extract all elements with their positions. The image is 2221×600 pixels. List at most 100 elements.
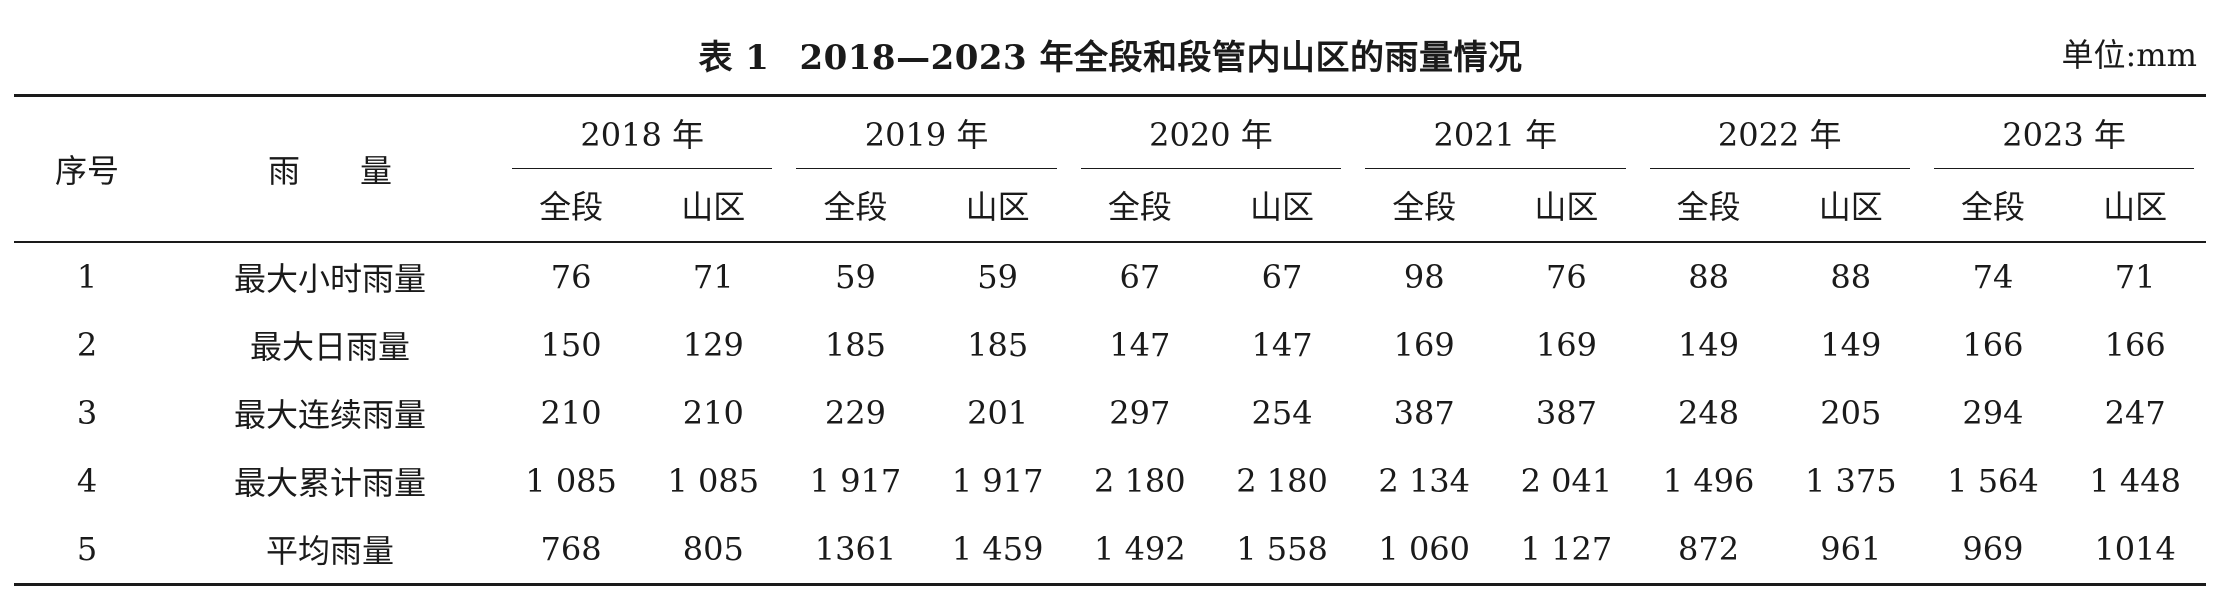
cell-value: 67 — [1261, 258, 1303, 296]
cell-value: 1 459 — [926, 515, 1069, 586]
cell-value: 210 — [540, 394, 602, 432]
cell-value: 88 — [1830, 258, 1872, 296]
cell-value: 1 917 — [809, 462, 902, 500]
header-sub-full: 全段 — [500, 169, 643, 243]
row-name: 最大小时雨量 — [233, 260, 426, 298]
cell-value: 2 041 — [1520, 462, 1613, 500]
header-row-years: 序号 雨量 2018 年 2019 年 2020 年 2021 年 2022 年… — [14, 94, 2207, 243]
header-sub-full: 全段 — [1921, 169, 2065, 243]
header-rainfall-label: 雨量 — [267, 152, 452, 190]
cell-value: 1014 — [2064, 515, 2207, 586]
cell-value: 205 — [1820, 394, 1882, 432]
cell-value: 1 564 — [1947, 462, 2039, 500]
row-name: 最大累计雨量 — [233, 464, 426, 502]
cell-value: 147 — [1251, 326, 1313, 364]
cell-value: 185 — [824, 326, 886, 364]
cell-value: 969 — [1921, 515, 2065, 586]
table-number: 表 1 — [698, 38, 770, 78]
table-row: 4 最大累计雨量 1 085 1 085 1 917 1 917 2 180 2… — [14, 447, 2206, 515]
table-title-text: 2018—2023 年全段和段管内山区的雨量情况 — [799, 38, 1523, 78]
cell-value: 59 — [835, 258, 876, 296]
cell-value: 1 917 — [951, 462, 1044, 500]
cell-value: 248 — [1678, 394, 1740, 432]
header-year-2020: 2020 年 — [1068, 94, 1354, 170]
cell-value: 1 375 — [1804, 462, 1897, 500]
row-index: 4 — [76, 462, 98, 500]
cell-value: 166 — [2104, 326, 2166, 364]
cell-value: 387 — [1393, 394, 1455, 432]
cell-value: 2 134 — [1378, 462, 1471, 500]
cell-value: 71 — [692, 258, 734, 296]
cell-value: 76 — [1546, 258, 1587, 296]
header-sub-mountain: 山区 — [1210, 169, 1354, 243]
header-year-2018: 2018 年 — [500, 94, 785, 170]
table-title: 表 1 2018—2023 年全段和段管内山区的雨量情况 — [0, 30, 2221, 79]
row-index: 2 — [76, 326, 98, 364]
cell-value: 169 — [1535, 326, 1597, 364]
table-header: 序号 雨量 2018 年 2019 年 2020 年 2021 年 2022 年… — [14, 94, 2207, 243]
rainfall-table: 序号 雨量 2018 年 2019 年 2020 年 2021 年 2022 年… — [14, 94, 2207, 586]
header-sub-mountain: 山区 — [642, 169, 785, 243]
cell-value: 294 — [1962, 394, 2024, 432]
table-row: 2 最大日雨量 150 129 185 185 147 147 169 169 … — [14, 311, 2206, 379]
header-year-2023: 2023 年 — [1921, 94, 2207, 170]
cell-value: 76 — [550, 258, 592, 296]
cell-value: 768 — [500, 515, 643, 586]
cell-value: 872 — [1637, 515, 1780, 586]
header-sub-full: 全段 — [1637, 169, 1780, 243]
cell-value: 1 492 — [1068, 515, 1211, 586]
cell-value: 961 — [1779, 515, 1922, 586]
cell-value: 185 — [967, 326, 1029, 364]
table-caption: 表 1 2018—2023 年全段和段管内山区的雨量情况 单位:mm — [0, 0, 2221, 92]
header-sub-full: 全段 — [1353, 169, 1496, 243]
cell-value: 254 — [1251, 394, 1313, 432]
cell-value: 149 — [1678, 326, 1740, 364]
row-name: 最大连续雨量 — [233, 396, 426, 434]
header-year-2019: 2019 年 — [784, 94, 1069, 170]
cell-value: 297 — [1109, 394, 1171, 432]
cell-value: 74 — [1972, 258, 2014, 296]
row-name: 平均雨量 — [160, 515, 500, 586]
header-year-2021: 2021 年 — [1353, 94, 1638, 170]
cell-value: 59 — [977, 258, 1019, 296]
cell-value: 1 558 — [1210, 515, 1354, 586]
row-name: 最大日雨量 — [249, 328, 410, 366]
cell-value: 805 — [642, 515, 785, 586]
cell-value: 150 — [540, 326, 602, 364]
row-index: 5 — [14, 515, 160, 586]
cell-value: 67 — [1119, 258, 1161, 296]
header-row-sections: 全段 山区 全段 山区 全段 山区 全段 山区 全段 山区 全段 山区 — [14, 169, 2207, 243]
header-sub-full: 全段 — [1068, 169, 1211, 243]
header-index: 序号 — [14, 94, 160, 243]
header-sub-full: 全段 — [784, 169, 927, 243]
cell-value: 2 180 — [1094, 462, 1186, 500]
cell-value: 129 — [682, 326, 744, 364]
cell-value: 210 — [682, 394, 744, 432]
cell-value: 147 — [1109, 326, 1171, 364]
table-row: 1 最大小时雨量 76 71 59 59 67 67 98 76 88 88 7… — [14, 242, 2206, 311]
header-sub-mountain: 山区 — [1495, 169, 1638, 243]
cell-value: 1 448 — [2089, 462, 2181, 500]
cell-value: 201 — [967, 394, 1029, 432]
cell-value: 98 — [1403, 258, 1445, 296]
cell-value: 1 127 — [1495, 515, 1638, 586]
table-body: 1 最大小时雨量 76 71 59 59 67 67 98 76 88 88 7… — [14, 242, 2207, 586]
unit-label: 单位:mm — [2061, 36, 2197, 74]
cell-value: 71 — [2114, 258, 2156, 296]
header-year-2022: 2022 年 — [1637, 94, 1922, 170]
cell-value: 2 180 — [1236, 462, 1328, 500]
cell-value: 88 — [1688, 258, 1729, 296]
cell-value: 1 060 — [1353, 515, 1496, 586]
cell-value: 1361 — [784, 515, 927, 586]
cell-value: 169 — [1393, 326, 1455, 364]
cell-value: 1 085 — [667, 462, 760, 500]
table-row: 3 最大连续雨量 210 210 229 201 297 254 387 387… — [14, 379, 2206, 447]
cell-value: 149 — [1820, 326, 1882, 364]
cell-value: 247 — [2104, 394, 2166, 432]
table-row: 5 平均雨量 768 805 1361 1 459 1 492 1 558 1 … — [14, 515, 2207, 586]
cell-value: 387 — [1535, 394, 1597, 432]
header-sub-mountain: 山区 — [1779, 169, 1922, 243]
cell-value: 229 — [824, 394, 886, 432]
row-index: 1 — [76, 258, 98, 296]
cell-value: 1 496 — [1662, 462, 1755, 500]
